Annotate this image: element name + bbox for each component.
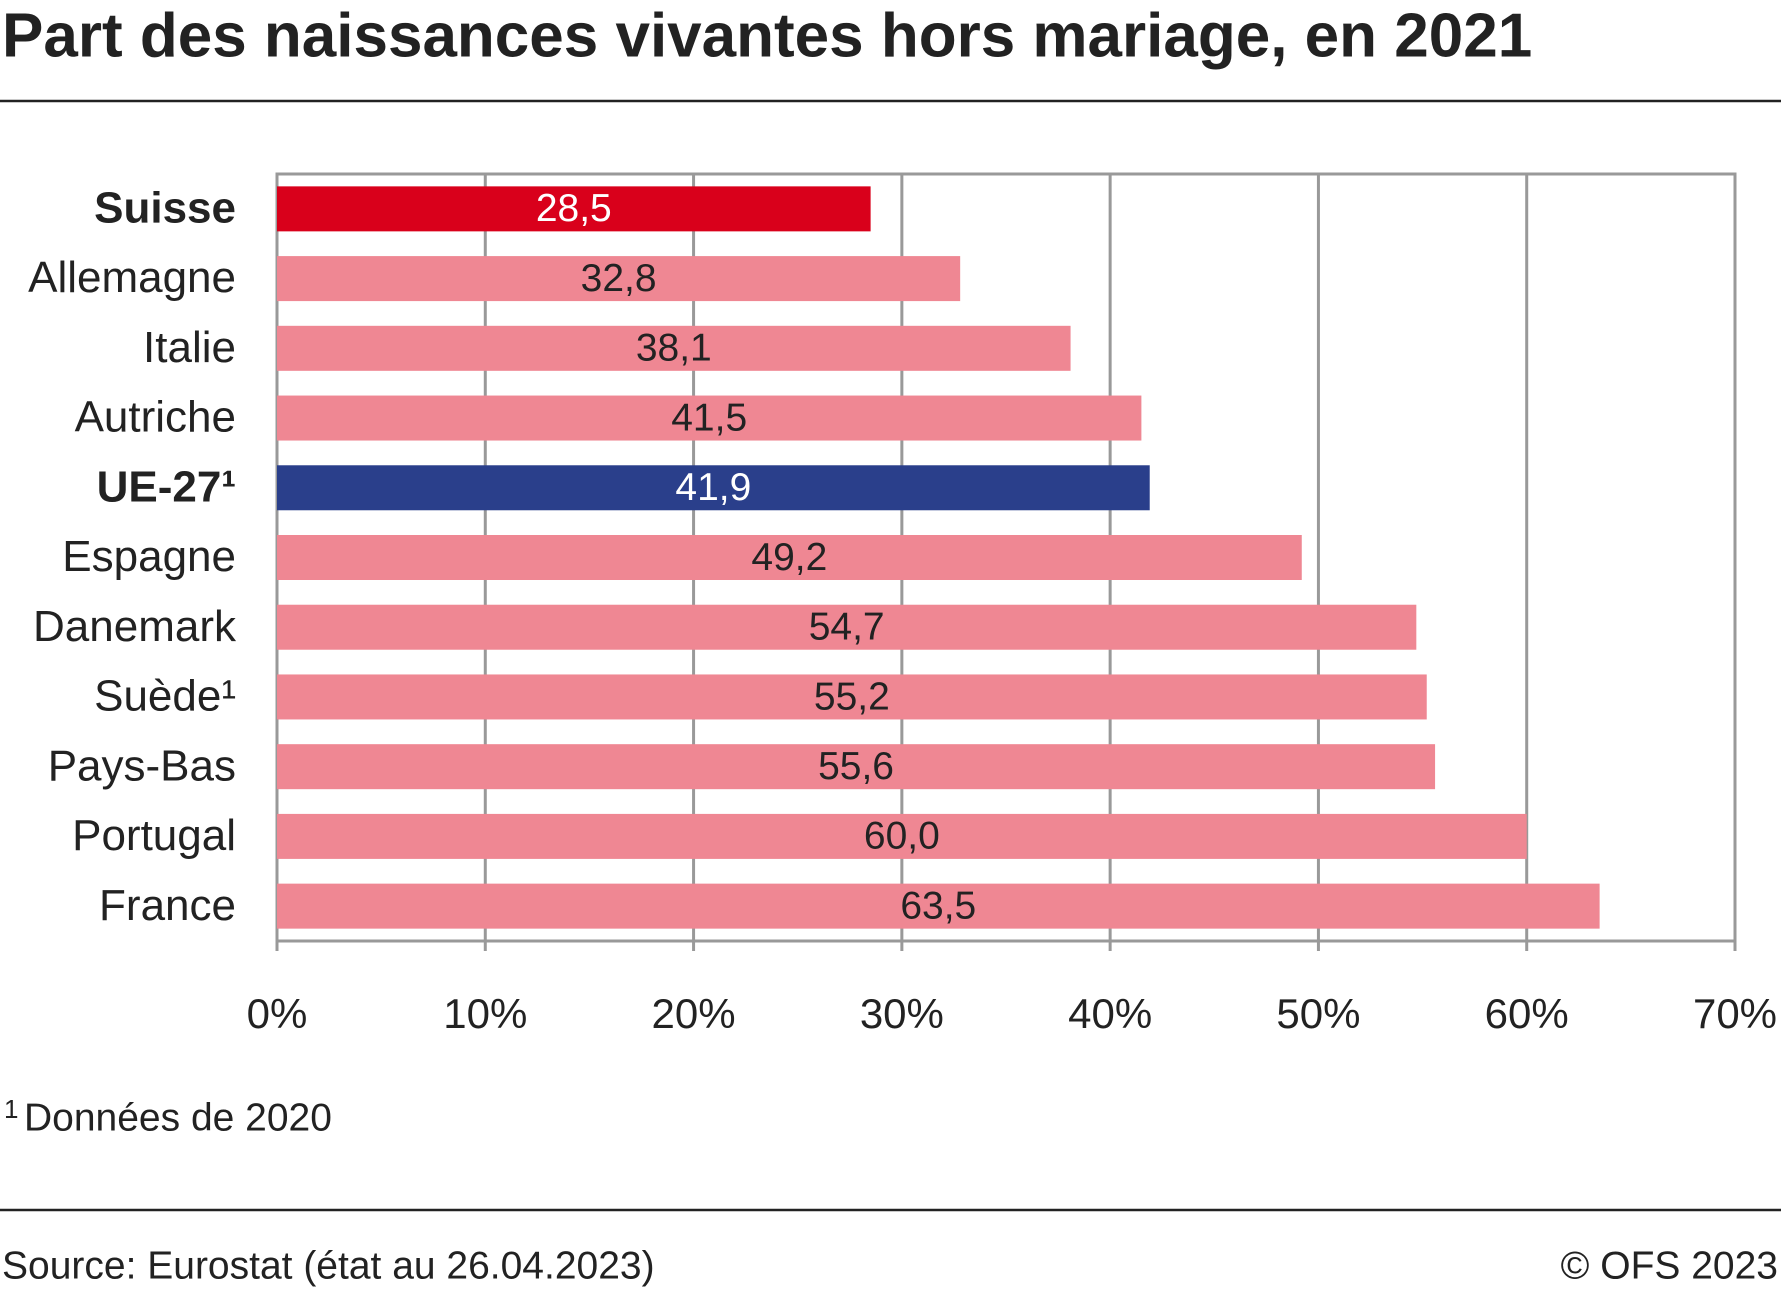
value-label: 38,1 xyxy=(636,327,712,370)
value-label: 49,2 xyxy=(751,536,827,579)
y-tick-label: Suisse xyxy=(94,183,236,232)
value-label: 41,9 xyxy=(675,466,751,509)
x-tick-label: 10% xyxy=(443,990,527,1037)
value-label: 28,5 xyxy=(536,187,612,230)
x-tick-label: 0% xyxy=(247,990,308,1037)
y-tick-label: Autriche xyxy=(75,393,236,442)
y-tick-label: Danemark xyxy=(33,602,237,651)
y-tick-label: Allemagne xyxy=(28,253,236,302)
bar xyxy=(277,744,1436,790)
value-label: 32,8 xyxy=(581,257,657,300)
bar xyxy=(277,813,1527,859)
value-label: 55,6 xyxy=(818,745,894,788)
chart-title: Part des naissances vivantes hors mariag… xyxy=(2,1,1532,70)
bar xyxy=(277,256,961,302)
value-label: 41,5 xyxy=(671,396,747,439)
y-tick-label: Pays-Bas xyxy=(48,741,236,790)
x-tick-label: 20% xyxy=(652,990,736,1037)
x-tick-label: 50% xyxy=(1276,990,1360,1037)
source: Source: Eurostat (état au 26.04.2023) xyxy=(2,1244,655,1287)
x-tick-label: 40% xyxy=(1068,990,1152,1037)
bar xyxy=(277,325,1071,371)
y-tick-label: Espagne xyxy=(62,532,236,581)
y-tick-label: Italie xyxy=(143,323,236,372)
y-tick-label: UE-27¹ xyxy=(97,462,236,511)
bar xyxy=(277,465,1150,511)
footnote: Données de 2020 xyxy=(24,1096,332,1139)
bar xyxy=(277,674,1427,720)
value-label: 60,0 xyxy=(864,815,940,858)
bar xyxy=(277,604,1417,650)
y-tick-label: France xyxy=(99,881,236,930)
y-tick-label: Suède¹ xyxy=(94,672,236,721)
bar xyxy=(277,186,871,232)
bar xyxy=(277,883,1600,929)
copyright: © OFS 2023 xyxy=(1561,1244,1778,1287)
value-label: 54,7 xyxy=(809,606,885,649)
y-tick-label: Portugal xyxy=(72,811,236,860)
value-label: 55,2 xyxy=(814,675,890,718)
x-tick-label: 30% xyxy=(860,990,944,1037)
x-tick-label: 60% xyxy=(1485,990,1569,1037)
bar xyxy=(277,535,1302,580)
value-label: 63,5 xyxy=(900,884,976,927)
footnote-marker: 1 xyxy=(4,1094,18,1124)
bar xyxy=(277,395,1142,441)
x-tick-label: 70% xyxy=(1693,990,1777,1037)
